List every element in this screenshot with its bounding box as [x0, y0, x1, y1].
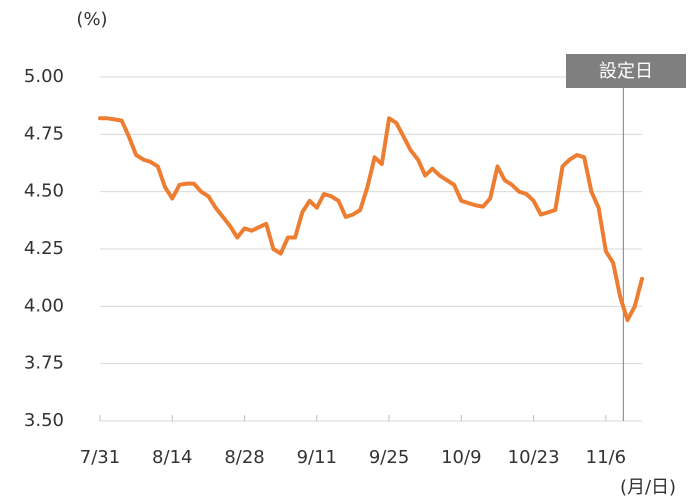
x-tick-label: 8/28: [224, 447, 264, 468]
x-tick-label: 10/9: [441, 447, 481, 468]
y-tick-label: 3.50: [24, 410, 64, 431]
y-tick-label: 4.00: [24, 295, 64, 316]
x-tick-label: 7/31: [80, 447, 120, 468]
x-tick-label: 9/25: [369, 447, 409, 468]
annotation-box: [566, 54, 686, 88]
y-tick-label: 4.75: [24, 123, 64, 144]
x-tick-label: 9/11: [297, 447, 337, 468]
x-tick-label: 10/23: [508, 447, 560, 468]
y-tick-label: 4.50: [24, 181, 64, 202]
x-unit-label: (月/日): [620, 477, 676, 498]
y-tick-label: 3.75: [24, 353, 64, 374]
x-tick-label: 8/14: [152, 447, 192, 468]
y-tick-label: 5.00: [24, 66, 64, 87]
y-tick-label: 4.25: [24, 238, 64, 259]
data-line: [98, 116, 644, 323]
x-tick-label: 11/6: [586, 447, 626, 468]
annotation-label: 設定日: [599, 61, 653, 82]
y-unit-label: (%): [76, 9, 107, 30]
